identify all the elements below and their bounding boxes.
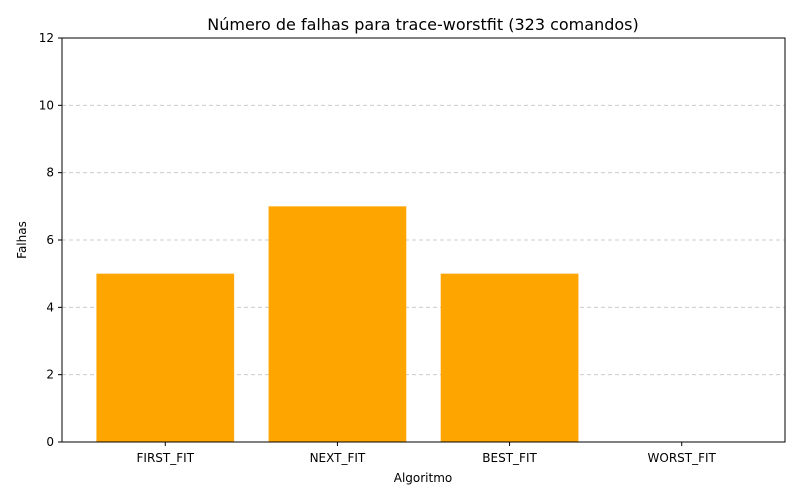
y-axis-ticks: 0 2 4 6 8 10 12 <box>39 31 62 449</box>
chart-title: Número de falhas para trace-worstfit (32… <box>207 15 638 34</box>
x-axis-label: Algoritmo <box>394 471 453 485</box>
x-axis-ticks: FIRST_FIT NEXT_FIT BEST_FIT WORST_FIT <box>137 442 717 465</box>
bar-best-fit <box>440 273 579 442</box>
y-tick-label: 6 <box>46 233 54 247</box>
y-tick-label: 8 <box>46 166 54 180</box>
y-tick-label: 2 <box>46 368 54 382</box>
y-tick-label: 4 <box>46 300 54 314</box>
y-tick-label: 0 <box>46 435 54 449</box>
x-tick-label: FIRST_FIT <box>137 451 195 465</box>
x-tick-label: WORST_FIT <box>648 451 717 465</box>
x-tick-label: NEXT_FIT <box>310 451 366 465</box>
bar-next-fit <box>268 206 407 442</box>
x-tick-label: BEST_FIT <box>482 451 537 465</box>
y-tick-label: 12 <box>39 31 54 45</box>
y-axis-label: Falhas <box>15 221 29 259</box>
y-tick-label: 10 <box>39 98 54 112</box>
bar-first-fit <box>96 273 235 442</box>
bars <box>96 206 579 442</box>
